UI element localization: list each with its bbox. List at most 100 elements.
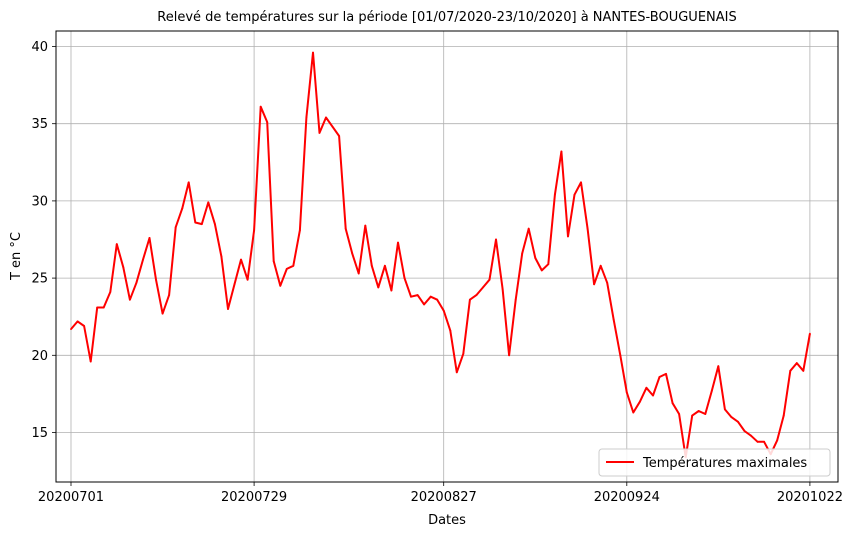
data-point xyxy=(384,264,386,267)
data-point xyxy=(442,309,445,312)
data-point xyxy=(390,289,393,292)
x-tick-label: 20200924 xyxy=(594,490,660,505)
data-point xyxy=(76,320,79,323)
data-point xyxy=(612,318,615,321)
data-point xyxy=(514,298,517,301)
y-axis-label: T en °C xyxy=(9,232,24,281)
data-point xyxy=(305,116,308,119)
data-point xyxy=(658,376,661,378)
data-point xyxy=(161,312,164,315)
y-tick-label: 35 xyxy=(31,117,48,132)
data-point xyxy=(370,264,373,267)
data-point xyxy=(102,306,105,309)
data-point xyxy=(573,193,576,196)
chart-title: Relevé de températures sur la période [0… xyxy=(157,10,736,25)
data-point xyxy=(795,362,798,364)
data-point xyxy=(586,227,589,230)
data-point xyxy=(266,121,269,123)
x-tick-label: 20200827 xyxy=(411,490,477,505)
data-point xyxy=(639,400,641,403)
y-tick-label: 40 xyxy=(31,40,48,55)
data-point xyxy=(325,116,327,119)
grid-lines xyxy=(56,31,838,482)
data-point xyxy=(599,264,602,267)
data-point xyxy=(743,430,746,432)
data-point xyxy=(625,391,628,394)
data-point xyxy=(665,373,667,375)
x-tick-label: 20201022 xyxy=(777,490,842,505)
data-point xyxy=(292,264,295,267)
data-point xyxy=(115,243,118,246)
data-point xyxy=(70,328,72,330)
data-point xyxy=(200,223,203,226)
y-tick-label: 15 xyxy=(31,426,48,441)
data-point xyxy=(462,352,465,355)
data-point xyxy=(455,371,458,374)
y-tick-label: 20 xyxy=(31,349,48,364)
data-point xyxy=(416,294,419,296)
data-point xyxy=(560,150,563,153)
data-point xyxy=(299,229,301,232)
data-point xyxy=(763,440,765,443)
data-point xyxy=(89,360,92,363)
data-point xyxy=(142,258,144,261)
data-point xyxy=(246,278,249,281)
series-layer xyxy=(70,51,811,459)
data-point xyxy=(436,298,439,301)
data-point xyxy=(397,241,399,244)
data-point xyxy=(240,258,242,261)
data-point xyxy=(83,325,85,327)
data-point xyxy=(501,288,504,290)
data-point xyxy=(364,224,367,227)
data-point xyxy=(508,354,510,357)
data-point xyxy=(148,237,151,239)
data-point xyxy=(331,125,334,128)
data-point xyxy=(344,227,347,230)
data-point xyxy=(109,291,112,293)
data-point xyxy=(782,414,785,417)
data-point xyxy=(567,235,569,238)
data-point xyxy=(449,329,452,332)
data-point xyxy=(259,105,262,108)
data-point xyxy=(606,281,609,284)
data-point xyxy=(678,413,680,415)
data-point xyxy=(776,439,779,442)
data-point xyxy=(187,181,190,184)
x-tick-label: 20200729 xyxy=(221,490,287,505)
data-point xyxy=(534,257,537,259)
data-point xyxy=(338,135,340,137)
data-point xyxy=(554,193,556,196)
x-axis-ticks: 20200701 20200729 20200827 20200924 20201022 xyxy=(38,482,842,505)
data-point xyxy=(410,295,412,298)
data-point xyxy=(253,229,256,232)
data-point xyxy=(632,411,635,414)
data-point xyxy=(174,226,177,229)
y-tick-label: 25 xyxy=(31,272,48,287)
data-point xyxy=(750,434,752,437)
data-point xyxy=(318,132,321,134)
data-point xyxy=(181,207,184,210)
data-point xyxy=(423,303,425,306)
data-point xyxy=(227,308,229,310)
data-point xyxy=(475,294,478,296)
data-point xyxy=(135,281,138,284)
data-point xyxy=(697,410,700,412)
data-point xyxy=(220,255,223,258)
data-point xyxy=(527,227,530,230)
data-point xyxy=(482,286,484,289)
data-point xyxy=(704,413,707,415)
data-point xyxy=(233,283,236,286)
data-point xyxy=(730,416,733,418)
data-point xyxy=(351,252,354,255)
data-point xyxy=(285,268,288,270)
data-point xyxy=(593,283,595,286)
data-point xyxy=(207,201,210,204)
data-point xyxy=(403,277,406,279)
data-point xyxy=(194,221,197,224)
data-point xyxy=(724,408,726,411)
legend-label: Températures maximales xyxy=(642,456,807,471)
data-point xyxy=(580,181,582,184)
plot-frame xyxy=(55,30,839,483)
data-point xyxy=(279,284,282,287)
